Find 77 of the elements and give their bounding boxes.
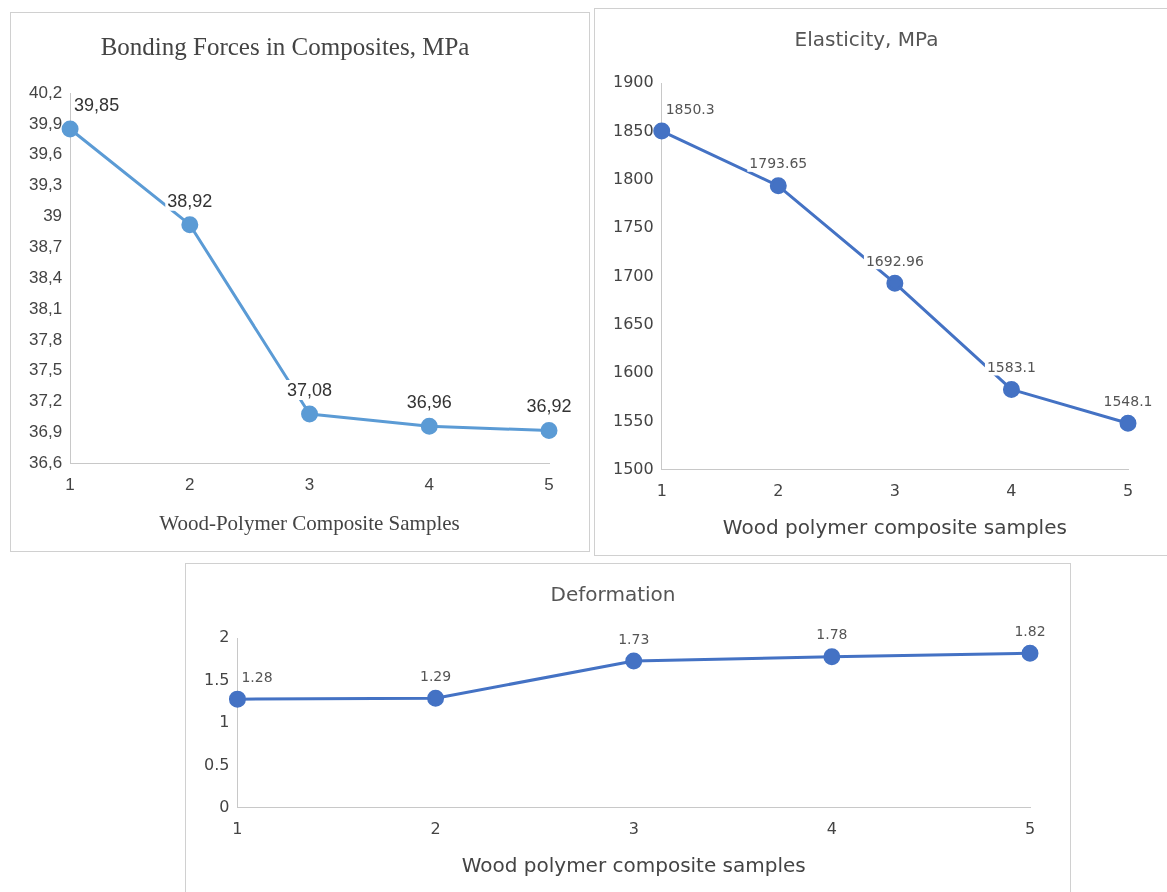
- y-tick-label: 1700: [613, 265, 654, 285]
- y-tick-label: 1500: [613, 458, 654, 478]
- x-tick-label: 5: [544, 475, 554, 495]
- x-tick-label: 4: [424, 475, 435, 495]
- point: [1002, 380, 1020, 398]
- x-axis-title: Wood polymer composite samples: [722, 515, 1067, 540]
- y-tick-label: 2: [219, 627, 230, 647]
- x-tick-label: 3: [628, 818, 639, 838]
- y-tick-label: 36,6: [28, 453, 63, 473]
- y-tick-label: 1900: [613, 72, 654, 92]
- x-tick-label: 1: [656, 480, 667, 500]
- point: [1021, 644, 1039, 662]
- point: [301, 405, 319, 423]
- chart-title: Deformation: [550, 582, 676, 607]
- x-tick-label: 4: [1006, 480, 1017, 500]
- data-label: 1.78: [816, 626, 848, 643]
- y-tick-label: 1800: [613, 168, 654, 188]
- y-tick-label: 40,2: [28, 82, 63, 102]
- point: [1119, 414, 1137, 432]
- y-tick-label: 37,2: [28, 391, 63, 411]
- x-axis-title: Wood-Polymer Composite Samples: [159, 510, 460, 535]
- x-tick-label: 3: [304, 475, 315, 495]
- y-tick-label: 38,7: [28, 237, 63, 257]
- data-label: 1793.65: [749, 155, 808, 172]
- x-tick-label: 2: [430, 818, 441, 838]
- y-tick-label: 36,9: [28, 422, 63, 442]
- point: [653, 122, 671, 140]
- y-tick-label: 0.5: [203, 754, 230, 774]
- data-label: 1548.1: [1103, 392, 1153, 409]
- data-label: 1.82: [1014, 622, 1046, 639]
- y-tick-label: 1650: [613, 313, 654, 333]
- data-label: 1.73: [618, 630, 650, 647]
- chart-title: Elasticity, MPa: [794, 27, 939, 52]
- x-tick-label: 2: [185, 475, 195, 495]
- x-tick-label: 5: [1024, 818, 1036, 838]
- x-tick-label: 1: [232, 818, 243, 838]
- x-tick-label: 3: [889, 480, 900, 500]
- point: [420, 417, 438, 435]
- point: [886, 274, 904, 292]
- y-tick-label: 1: [219, 712, 230, 732]
- point: [61, 120, 79, 138]
- data-label: 1583.1: [986, 359, 1036, 376]
- y-tick-label: 38,4: [28, 267, 63, 287]
- data-label: 38,92: [167, 190, 213, 211]
- y-tick-label: 38,1: [28, 298, 63, 318]
- chart-title: Bonding Forces in Composites, MPa: [100, 32, 470, 60]
- y-tick-label: 39: [43, 206, 63, 226]
- data-label: 36,92: [526, 396, 572, 417]
- point: [181, 216, 199, 234]
- y-tick-label: 1.5: [203, 669, 230, 689]
- y-tick-label: 39,3: [28, 175, 63, 195]
- data-label: 1850.3: [665, 100, 715, 117]
- y-tick-label: 37,5: [28, 360, 63, 380]
- x-tick-label: 2: [773, 480, 784, 500]
- y-tick-label: 1550: [613, 410, 654, 430]
- point: [625, 652, 643, 670]
- data-label: 37,08: [287, 379, 333, 400]
- y-tick-label: 1600: [613, 362, 654, 382]
- data-label: 39,85: [74, 94, 120, 115]
- y-tick-label: 1750: [613, 217, 654, 237]
- data-label: 1692.96: [865, 252, 924, 269]
- x-tick-label: 4: [826, 818, 837, 838]
- y-tick-label: 39,6: [28, 144, 63, 164]
- point: [540, 421, 558, 439]
- data-label: 36,96: [406, 392, 452, 413]
- point: [823, 648, 841, 666]
- point: [769, 177, 787, 195]
- point: [228, 690, 246, 708]
- data-label: 1.28: [241, 668, 273, 685]
- y-tick-label: 39,9: [28, 113, 63, 133]
- y-tick-label: 1850: [613, 120, 654, 140]
- y-tick-label: 0: [219, 796, 230, 816]
- y-tick-label: 37,8: [28, 329, 63, 349]
- point: [427, 689, 445, 707]
- x-tick-label: 5: [1122, 480, 1134, 500]
- data-label: 1.29: [420, 667, 452, 684]
- x-axis-title: Wood polymer composite samples: [461, 853, 806, 878]
